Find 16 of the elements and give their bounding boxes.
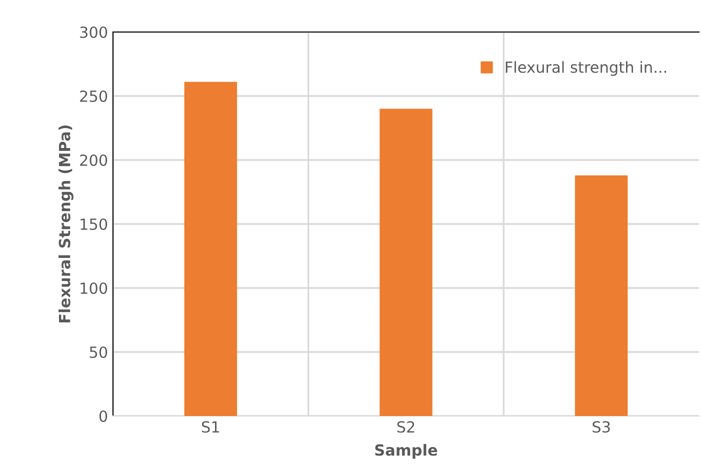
bar [184, 82, 238, 416]
legend-label: Flexural strength in... [506, 61, 666, 76]
y-tick-label: 200 [80, 154, 108, 166]
bar [380, 108, 432, 416]
y-tick-label: 100 [80, 282, 108, 294]
x-axis-title: Sample [375, 444, 438, 459]
y-tick-label: 150 [80, 218, 108, 230]
x-tick-label: S2 [397, 421, 414, 433]
y-tick-label: 0 [99, 410, 108, 422]
x-tick-label: S3 [592, 421, 610, 433]
y-axis-title: Flexural Strengh (MPa) [58, 125, 74, 322]
bar [574, 175, 628, 416]
x-tick-label: S1 [202, 421, 219, 433]
y-tick-label: 50 [90, 346, 108, 358]
y-tick-label: 300 [80, 26, 108, 38]
y-tick-label: 250 [80, 90, 108, 102]
